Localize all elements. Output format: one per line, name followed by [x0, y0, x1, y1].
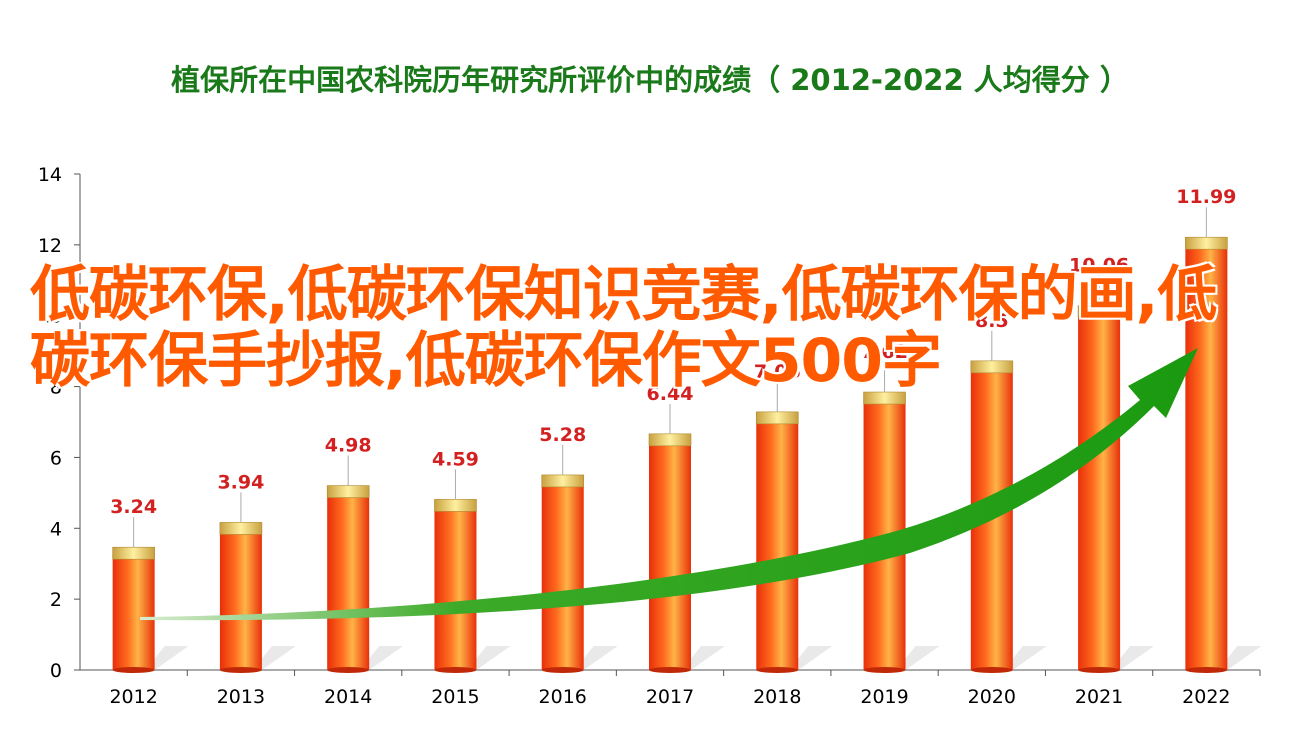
bar [649, 441, 691, 670]
bars [112, 236, 1228, 673]
bar-base [112, 667, 155, 673]
bar [219, 530, 262, 670]
bar-shadow [363, 646, 404, 670]
bar-shadow [470, 646, 511, 670]
data-label: 6.44 [647, 383, 694, 405]
bar-cap [219, 522, 263, 535]
y-tick-label: 0 [50, 660, 62, 682]
bar-shadow [148, 646, 189, 670]
x-tick-label: 2018 [753, 686, 801, 708]
bar [327, 493, 370, 670]
y-tick-label: 12 [38, 235, 62, 257]
bar [1078, 313, 1121, 670]
bar-base [1185, 667, 1228, 673]
bar-base [434, 667, 477, 673]
bar-cap [755, 411, 799, 425]
data-label: 3.94 [217, 471, 264, 493]
data-label: 8.5 [975, 310, 1009, 332]
chart-title: 植保所在中国农科院历年研究所评价中的成绩（ 2012-2022 人均得分 ） [171, 63, 1129, 97]
data-label: 7.06 [754, 361, 801, 383]
x-tick-label: 2014 [324, 686, 372, 708]
bar-base [327, 667, 370, 673]
bar-base [219, 667, 262, 673]
bar-shadow [1006, 646, 1047, 670]
y-tick-label: 6 [50, 447, 62, 469]
data-labels: 3.24 3.94 4.98 4.59 5.28 6.44 7.06 7.62 8.5 10.06… [110, 186, 1236, 548]
bar-shadows [148, 646, 1262, 670]
bar-shadow [685, 646, 725, 670]
bar-shadow [899, 646, 940, 670]
data-label: 10.06 [1069, 255, 1129, 277]
bar [112, 555, 155, 670]
data-label: 11.99 [1176, 186, 1236, 208]
bar-base [1078, 667, 1121, 673]
data-label: 3.24 [110, 496, 157, 518]
bar-shadow [255, 646, 296, 670]
bar [756, 419, 799, 670]
x-tick-label: 2020 [968, 686, 1016, 708]
bar-base [970, 667, 1013, 673]
bar-base [541, 667, 584, 673]
x-tick-label: 2022 [1182, 686, 1230, 708]
bar-cap [1185, 236, 1228, 250]
x-tick-label: 2021 [1075, 686, 1123, 708]
x-tick-label: 2013 [217, 686, 265, 708]
overlay-watermark-text: 低碳环保,低碳环保知识竞赛,低碳环保的画,低碳环保手抄报,低碳环保作文500字 [30, 260, 1217, 396]
x-tick-label: 2016 [539, 686, 587, 708]
data-label: 5.28 [539, 424, 586, 446]
x-tick-label: 2017 [646, 686, 694, 708]
data-label: 4.59 [432, 448, 479, 470]
y-tick-label: 8 [50, 377, 62, 399]
y-tick-label: 2 [50, 589, 62, 611]
bar [541, 482, 584, 670]
y-tick-label: 4 [50, 518, 62, 540]
x-tick-label: 2012 [109, 686, 157, 708]
bar-cap [112, 546, 155, 560]
bar-shadow [792, 646, 833, 670]
data-label: 7.62 [861, 341, 908, 363]
y-tick-label: 14 [38, 164, 62, 186]
bar-base [649, 667, 691, 673]
bar [1185, 245, 1228, 670]
bar-cap [434, 499, 477, 512]
bar-shadow [1221, 646, 1262, 670]
bar-cap [648, 433, 692, 447]
data-label: 4.98 [325, 435, 372, 457]
bar-cap [326, 485, 370, 498]
bar-base [863, 667, 906, 673]
bar-shadow [577, 646, 618, 670]
bar [434, 507, 477, 670]
bar-shadow [1114, 646, 1155, 670]
y-tick-label: 10 [38, 306, 62, 328]
bar-base [756, 667, 799, 673]
bar-cap [541, 474, 585, 488]
x-tick-label: 2015 [431, 686, 479, 708]
x-tick-label: 2019 [860, 686, 908, 708]
